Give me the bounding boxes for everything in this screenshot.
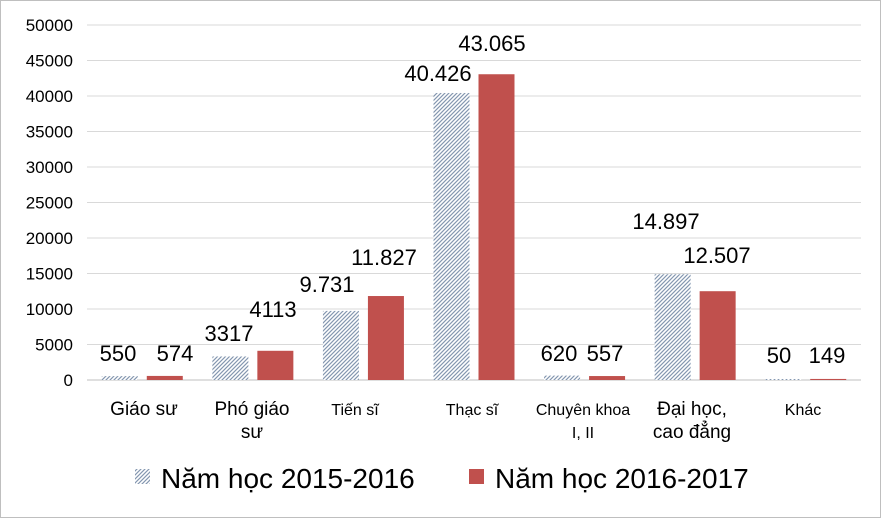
bar (257, 350, 294, 380)
category-label: Thạc sĩ (446, 402, 500, 419)
category-label: I, II (572, 425, 594, 442)
bar (146, 375, 183, 380)
category-label: Tiến sĩ (331, 402, 380, 419)
legend-label: Năm học 2016-2017 (495, 463, 749, 494)
data-label: 550 (100, 341, 137, 366)
y-tick-label: 40000 (26, 87, 73, 106)
y-tick-label: 10000 (26, 300, 73, 319)
bar (544, 375, 581, 380)
data-labels: 550 3317 9.731 40.426 620 14.897 50 574 4113 11.8… (100, 31, 846, 368)
data-label: 12.507 (683, 243, 750, 268)
y-tick-label: 35000 (26, 123, 73, 142)
data-label: 557 (587, 341, 624, 366)
legend-swatch (469, 469, 484, 484)
legend: Năm học 2015-2016 Năm học 2016-2017 (135, 463, 749, 494)
y-tick-label: 20000 (26, 229, 73, 248)
y-tick-label: 0 (64, 371, 73, 390)
bar (654, 274, 691, 380)
category-label: cao đẳng (653, 421, 731, 443)
data-label: 43.065 (458, 31, 525, 56)
y-axis-ticks: 0 5000 10000 15000 20000 25000 30000 35000 40000… (26, 16, 73, 390)
data-label: 4113 (249, 297, 296, 322)
bar (101, 376, 138, 380)
category-label: Chuyên khoa (536, 402, 630, 419)
category-label: Giáo sư (110, 399, 178, 420)
y-tick-label: 45000 (26, 52, 73, 71)
y-tick-label: 5000 (35, 336, 73, 355)
category-label: sư (241, 422, 264, 443)
data-label: 14.897 (632, 209, 699, 234)
y-tick-label: 15000 (26, 265, 73, 284)
bar (367, 296, 404, 380)
y-tick-label: 30000 (26, 158, 73, 177)
data-label: 3317 (205, 321, 254, 346)
data-label: 40.426 (404, 61, 471, 86)
bar (810, 378, 847, 380)
bar (478, 74, 515, 381)
data-label: 11.827 (351, 245, 417, 270)
data-label: 574 (157, 341, 194, 366)
bars (101, 74, 847, 381)
legend-swatch (135, 469, 150, 484)
bar (322, 310, 359, 380)
gridlines (87, 24, 861, 381)
bar (212, 356, 249, 380)
data-label: 50 (767, 343, 791, 368)
bar (699, 291, 736, 380)
category-label: Khác (785, 402, 821, 419)
y-tick-label: 50000 (26, 16, 73, 35)
bar (765, 379, 802, 380)
bar (589, 376, 626, 380)
category-label: Đại học, (657, 399, 727, 420)
bar (433, 92, 470, 380)
data-label: 9.731 (299, 272, 354, 297)
category-label: Phó giáo (214, 399, 289, 420)
legend-label: Năm học 2015-2016 (161, 463, 415, 494)
y-tick-label: 25000 (26, 194, 73, 213)
data-label: 620 (541, 341, 578, 366)
data-label: 149 (809, 343, 846, 368)
